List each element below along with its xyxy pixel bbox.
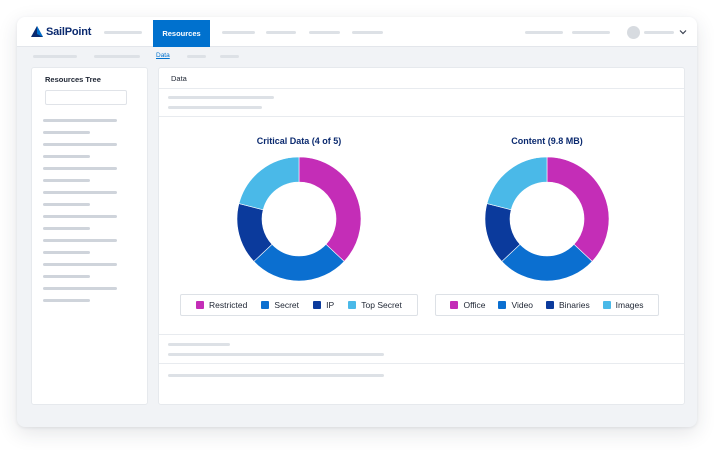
subnav-data-link[interactable]: Data	[156, 52, 170, 59]
user-name-placeholder[interactable]	[644, 31, 674, 34]
sailpoint-logo-icon	[31, 26, 43, 37]
tree-item[interactable]	[43, 263, 117, 266]
legend-swatch	[348, 301, 357, 309]
subnav-item-placeholder[interactable]	[220, 55, 239, 58]
legend-label: Binaries	[558, 300, 590, 310]
resources-tree-panel: Resources Tree	[31, 67, 148, 405]
legend-swatch	[545, 301, 554, 309]
subnav-item-placeholder[interactable]	[187, 55, 206, 58]
legend-label: Video	[511, 300, 534, 310]
nav-item-placeholder[interactable]	[222, 31, 255, 34]
legend-item: Binaries	[545, 300, 590, 310]
legend-item: Video	[498, 300, 533, 310]
tree-item[interactable]	[43, 299, 90, 302]
tree-item[interactable]	[43, 119, 117, 122]
legend-label: Images	[615, 300, 644, 310]
nav-item-placeholder[interactable]	[309, 31, 340, 34]
nav-item-placeholder[interactable]	[572, 31, 610, 34]
legend-swatch	[498, 301, 507, 309]
legend-item: Secret	[261, 300, 299, 310]
content-chart-title: Content (9.8 MB)	[511, 136, 583, 146]
legend-label: Office	[463, 300, 486, 310]
donut-segment-top-secret[interactable]	[238, 156, 300, 211]
content-legend: Office Video Binaries Images	[435, 294, 659, 316]
legend-item: Top Secret	[348, 300, 402, 310]
footer-text-placeholder	[168, 374, 384, 377]
app-window: SailPoint Resources Data Resources Tree	[17, 17, 697, 427]
legend-label: Secret	[274, 300, 299, 310]
divider	[159, 363, 684, 364]
footer-text-placeholder	[168, 343, 230, 346]
legend-item: Images	[602, 300, 644, 310]
legend-swatch	[196, 301, 205, 309]
critical-data-chart-title: Critical Data (4 of 5)	[256, 136, 342, 146]
avatar[interactable]	[627, 26, 640, 39]
summary-text-placeholder	[168, 96, 274, 99]
tree-item[interactable]	[43, 239, 117, 242]
divider	[159, 88, 684, 89]
donut-segment-images[interactable]	[486, 156, 548, 211]
donut-segment-office[interactable]	[546, 156, 610, 262]
tree-item[interactable]	[43, 167, 117, 170]
divider	[159, 334, 684, 335]
legend-item: Restricted	[196, 300, 247, 310]
nav-item-placeholder[interactable]	[266, 31, 296, 34]
tree-item[interactable]	[43, 131, 90, 134]
tree-item[interactable]	[43, 203, 90, 206]
nav-item-placeholder[interactable]	[525, 31, 563, 34]
legend-label: IP	[326, 300, 335, 310]
panel-title: Resources Tree	[45, 75, 101, 84]
tab-resources[interactable]: Resources	[153, 20, 210, 47]
brand-logo[interactable]: SailPoint	[31, 25, 91, 39]
divider	[159, 116, 684, 117]
legend-swatch	[450, 301, 459, 309]
nav-item-placeholder[interactable]	[352, 31, 383, 34]
legend-item: IP	[313, 300, 334, 310]
tree-item[interactable]	[43, 191, 117, 194]
tree-item[interactable]	[43, 227, 90, 230]
top-navigation-bar: SailPoint Resources	[17, 17, 697, 47]
panel-title: Data	[171, 74, 187, 83]
subnav-item-placeholder[interactable]	[94, 55, 140, 58]
legend-swatch	[313, 301, 322, 309]
legend-item: Office	[450, 300, 486, 310]
nav-item-placeholder[interactable]	[104, 31, 142, 34]
legend-swatch	[602, 301, 611, 309]
legend-label: Restricted	[209, 300, 248, 310]
legend-label: Top Secret	[361, 300, 402, 310]
tree-item[interactable]	[43, 251, 90, 254]
tree-search-input[interactable]	[45, 90, 127, 105]
brand-name: SailPoint	[46, 26, 92, 38]
tree-item[interactable]	[43, 143, 117, 146]
summary-text-placeholder	[168, 106, 262, 109]
critical-data-legend: Restricted Secret IP Top Secret	[180, 294, 418, 316]
subnav-item-placeholder[interactable]	[33, 55, 77, 58]
tree-item[interactable]	[43, 155, 90, 158]
tree-item[interactable]	[43, 287, 117, 290]
chevron-down-icon[interactable]	[678, 27, 688, 37]
donut-segment-secret[interactable]	[253, 243, 345, 282]
content-donut-chart	[484, 156, 610, 282]
donut-segment-restricted[interactable]	[298, 156, 362, 262]
legend-swatch	[261, 301, 270, 309]
critical-data-donut-chart	[236, 156, 362, 282]
donut-segment-video[interactable]	[501, 243, 593, 282]
tree-item[interactable]	[43, 179, 90, 182]
tree-item[interactable]	[43, 275, 90, 278]
data-panel: Data Critical Data (4 of 5) Restricted S…	[158, 67, 685, 405]
tree-item[interactable]	[43, 215, 117, 218]
footer-text-placeholder	[168, 353, 384, 356]
